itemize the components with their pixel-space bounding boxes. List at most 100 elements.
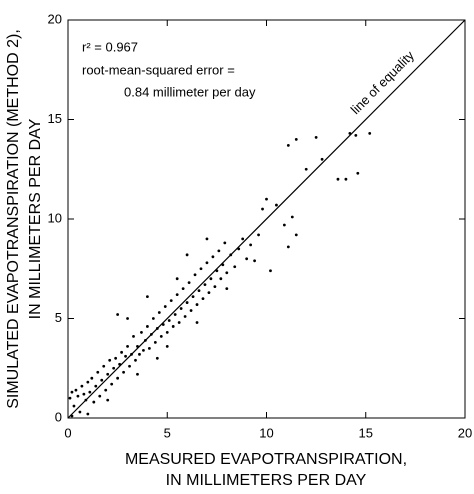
data-point xyxy=(275,203,278,207)
data-point xyxy=(294,233,298,237)
data-point xyxy=(102,364,106,368)
data-point xyxy=(72,404,76,408)
data-point xyxy=(169,299,173,302)
data-point xyxy=(138,352,141,356)
data-point xyxy=(269,269,272,273)
data-point xyxy=(199,267,203,271)
data-point xyxy=(76,394,80,398)
data-point xyxy=(86,380,90,384)
data-point xyxy=(265,197,268,201)
data-point xyxy=(193,273,197,277)
data-point xyxy=(88,390,92,394)
data-point xyxy=(187,281,191,285)
data-point xyxy=(185,301,189,304)
data-point xyxy=(245,257,249,261)
equality-line xyxy=(67,19,466,419)
data-point xyxy=(290,215,294,219)
data-point xyxy=(78,410,82,414)
data-point xyxy=(132,335,135,338)
data-point xyxy=(116,376,120,380)
data-point xyxy=(136,344,139,348)
y-tick-label: 0 xyxy=(55,409,62,424)
data-point xyxy=(213,285,217,289)
y-tick-label: 10 xyxy=(48,210,62,225)
data-point xyxy=(197,289,201,293)
data-point xyxy=(153,340,157,344)
data-point xyxy=(74,388,78,392)
data-point xyxy=(146,325,149,328)
data-point xyxy=(237,247,241,251)
data-point xyxy=(144,338,147,342)
data-point xyxy=(257,233,260,237)
y-axis-title-line: SIMULATED EVAPOTRANSPIRATION (METHOD 2), xyxy=(5,29,22,409)
data-point xyxy=(96,370,100,374)
y-tick-label: 5 xyxy=(55,310,62,325)
data-point xyxy=(92,400,96,404)
x-tick-label: 10 xyxy=(259,425,273,440)
y-axis-title-line: IN MILLIMETERS PER DAY xyxy=(27,118,44,319)
data-point xyxy=(304,167,308,171)
data-point xyxy=(195,303,199,306)
data-point xyxy=(183,315,187,318)
data-point xyxy=(146,295,149,299)
annotation: r² = 0.967 xyxy=(82,39,138,54)
data-point xyxy=(173,313,177,316)
data-point xyxy=(70,414,74,418)
data-point xyxy=(191,295,195,299)
data-point xyxy=(282,223,286,227)
y-axis-title: SIMULATED EVAPOTRANSPIRATION (METHOD 2),… xyxy=(5,29,44,409)
data-point xyxy=(195,321,199,324)
data-point xyxy=(215,269,219,273)
data-point xyxy=(82,392,86,396)
data-point xyxy=(155,327,159,330)
data-point xyxy=(253,259,256,263)
data-point xyxy=(110,382,114,386)
data-point xyxy=(314,136,318,139)
data-point xyxy=(86,412,90,416)
data-point xyxy=(84,398,88,402)
data-point xyxy=(320,157,324,161)
data-point xyxy=(147,346,151,350)
data-point xyxy=(177,321,181,324)
data-point xyxy=(241,237,245,241)
data-point xyxy=(90,376,94,380)
x-axis-title: MEASURED EVAPOTRANSPIRATION, xyxy=(125,451,407,468)
data-point xyxy=(217,249,221,253)
data-point xyxy=(225,287,229,291)
data-point xyxy=(368,132,372,135)
data-point xyxy=(179,307,183,310)
data-point xyxy=(221,263,225,267)
data-point xyxy=(205,261,209,265)
x-tick-label: 20 xyxy=(458,425,472,440)
data-point xyxy=(134,358,137,362)
data-point xyxy=(122,370,125,374)
data-point xyxy=(114,356,118,360)
data-point xyxy=(116,313,120,316)
data-point xyxy=(126,317,129,320)
data-point xyxy=(112,366,116,370)
data-point xyxy=(80,384,84,388)
data-point xyxy=(98,394,102,398)
data-point xyxy=(130,352,133,356)
annotation: root-mean-squared error = xyxy=(82,62,235,77)
data-point xyxy=(348,132,352,135)
data-point xyxy=(167,319,171,322)
data-point xyxy=(106,372,110,376)
data-point xyxy=(104,388,108,392)
data-point xyxy=(163,305,167,308)
y-tick-label: 15 xyxy=(48,111,62,126)
data-point xyxy=(149,333,153,336)
data-point xyxy=(223,241,227,245)
equality-line-label: line of equality xyxy=(348,47,418,117)
data-point xyxy=(165,331,169,334)
data-point xyxy=(209,277,213,281)
data-point xyxy=(106,398,110,402)
data-point xyxy=(151,317,155,320)
x-tick-label: 0 xyxy=(64,425,71,440)
data-point xyxy=(118,362,122,366)
data-point xyxy=(211,255,215,259)
data-point xyxy=(261,207,264,211)
data-point xyxy=(354,134,358,137)
